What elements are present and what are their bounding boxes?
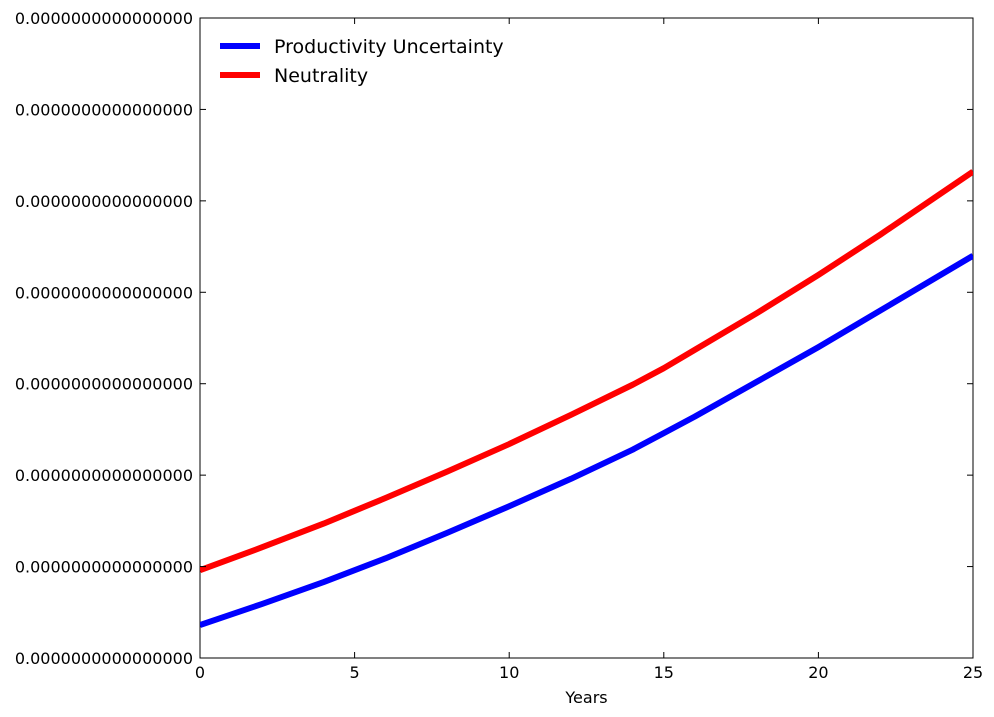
y-tick-label: 0.0000000000000000: [15, 558, 193, 577]
y-tick-label: 0.0000000000000000: [15, 100, 193, 119]
y-tick-label: 0.0000000000000000: [15, 649, 193, 668]
x-tick-label: 20: [808, 663, 828, 682]
legend-label: Productivity Uncertainty: [274, 36, 504, 58]
x-tick-label: 15: [654, 663, 674, 682]
legend: Productivity Uncertainty Neutrality: [220, 36, 504, 87]
x-tick-label: 5: [350, 663, 360, 682]
plot-area-frame: [199, 17, 974, 659]
y-tick-label: 0.0000000000000000: [15, 9, 193, 28]
series-line-1: [200, 253, 973, 628]
y-tick-label: 0.0000000000000000: [15, 466, 193, 485]
x-tick-label: 25: [963, 663, 983, 682]
x-axis-title: Years: [564, 688, 607, 707]
series-line-2: [200, 169, 973, 574]
axis-ticks: 0 5 10 15 20 25 0.0000000000000000 0.0000000000…: [15, 9, 983, 682]
legend-label: Neutrality: [274, 65, 368, 87]
y-tick-label: 0.0000000000000000: [15, 192, 193, 211]
series-layer: [200, 169, 973, 628]
x-tick-label: 10: [499, 663, 519, 682]
y-tick-label: 0.0000000000000000: [15, 283, 193, 302]
x-tick-label: 0: [195, 663, 205, 682]
y-tick-label: 0.0000000000000000: [15, 375, 193, 394]
